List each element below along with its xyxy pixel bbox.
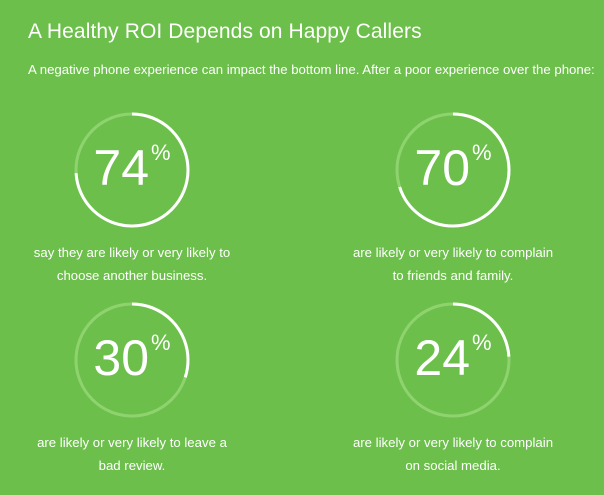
caption-line: are likely or very likely to complain	[352, 435, 554, 450]
page-subtitle: A negative phone experience can impact t…	[28, 62, 595, 77]
caption-line: choose another business.	[56, 268, 208, 283]
stat-number: 30%	[72, 328, 192, 388]
ring-fill	[74, 112, 190, 228]
ring-fill	[395, 112, 511, 228]
stat-card-70: 70% are likely or very likely to complai…	[323, 110, 583, 287]
stat-value: 24	[414, 330, 471, 386]
stat-number: 74%	[72, 138, 192, 198]
percent-sign: %	[472, 330, 492, 355]
percent-sign: %	[472, 140, 492, 165]
stat-caption: are likely or very likely to complain on…	[323, 431, 583, 477]
ring-fill	[395, 302, 511, 418]
caption-line: on social media.	[405, 458, 501, 473]
percent-sign: %	[151, 330, 171, 355]
progress-ring: 30%	[72, 300, 192, 420]
progress-ring-graphic	[395, 302, 511, 418]
stat-number: 70%	[393, 138, 513, 198]
caption-line: are likely or very likely to complain	[352, 245, 554, 260]
stat-value: 70	[414, 140, 471, 196]
progress-ring-graphic	[74, 112, 190, 228]
stat-card-30: 30% are likely or very likely to leave a…	[2, 300, 262, 477]
progress-ring: 24%	[393, 300, 513, 420]
stat-caption: are likely or very likely to complain to…	[323, 241, 583, 287]
stat-caption: are likely or very likely to leave a bad…	[2, 431, 262, 477]
ring-fill	[74, 302, 190, 418]
stat-number: 24%	[393, 328, 513, 388]
stat-card-24: 24% are likely or very likely to complai…	[323, 300, 583, 477]
caption-line: bad review.	[98, 458, 166, 473]
caption-line: are likely or very likely to leave a	[37, 435, 227, 450]
progress-ring: 70%	[393, 110, 513, 230]
stat-value: 74	[93, 140, 150, 196]
progress-ring: 74%	[72, 110, 192, 230]
stat-value: 30	[93, 330, 150, 386]
progress-ring-graphic	[395, 112, 511, 228]
stat-card-74: 74% say they are likely or very likely t…	[2, 110, 262, 287]
caption-line: to friends and family.	[392, 268, 514, 283]
caption-line: say they are likely or very likely to	[33, 245, 231, 260]
percent-sign: %	[151, 140, 171, 165]
page-title: A Healthy ROI Depends on Happy Callers	[28, 20, 422, 43]
progress-ring-graphic	[74, 302, 190, 418]
stat-caption: say they are likely or very likely to ch…	[2, 241, 262, 287]
